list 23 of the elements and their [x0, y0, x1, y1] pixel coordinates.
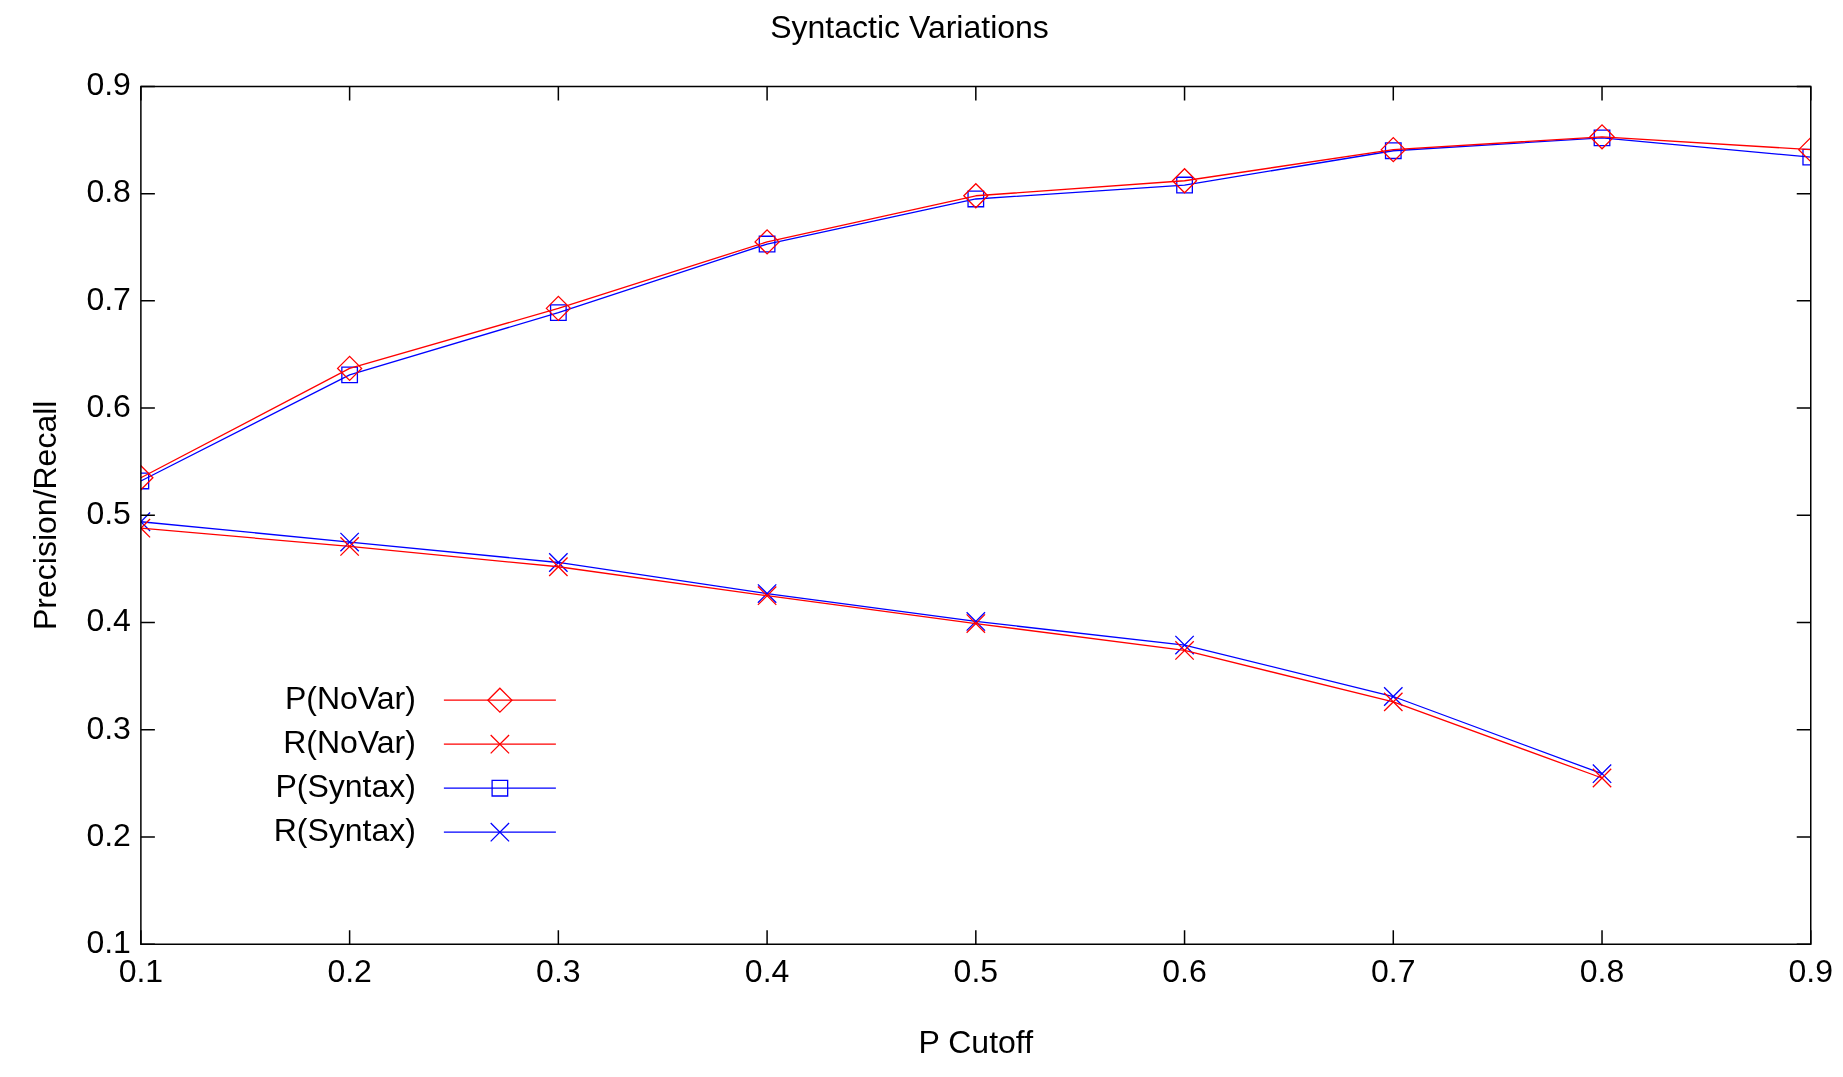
legend-label: P(Syntax) — [275, 768, 416, 805]
x-tick-label: 0.7 — [1371, 953, 1416, 990]
y-tick-label: 0.7 — [86, 280, 131, 317]
x-tick-label: 0.5 — [953, 953, 999, 990]
y-tick-label: 0.4 — [86, 602, 131, 639]
x-tick-label: 0.4 — [744, 953, 790, 990]
x-axis-title: P Cutoff — [918, 1023, 1034, 1060]
y-tick-label: 0.9 — [86, 66, 131, 103]
x-tick-label: 0.9 — [1788, 953, 1833, 990]
y-tick-label: 0.8 — [86, 173, 131, 210]
x-tick-label: 0.6 — [1162, 953, 1207, 990]
x-tick-label: 0.3 — [536, 953, 581, 990]
y-tick-label: 0.3 — [86, 709, 131, 746]
legend-label: R(Syntax) — [273, 812, 416, 849]
legend-label: R(NoVar) — [283, 724, 416, 761]
y-tick-label: 0.6 — [86, 387, 131, 424]
legend-label: P(NoVar) — [284, 680, 416, 717]
y-tick-label: 0.5 — [86, 495, 131, 532]
x-tick-label: 0.8 — [1579, 953, 1625, 990]
chart-title: Syntactic Variations — [770, 9, 1049, 46]
x-tick-label: 0.2 — [327, 953, 372, 990]
y-tick-label: 0.2 — [86, 816, 131, 853]
y-axis-title: Precision/Recall — [27, 400, 64, 631]
